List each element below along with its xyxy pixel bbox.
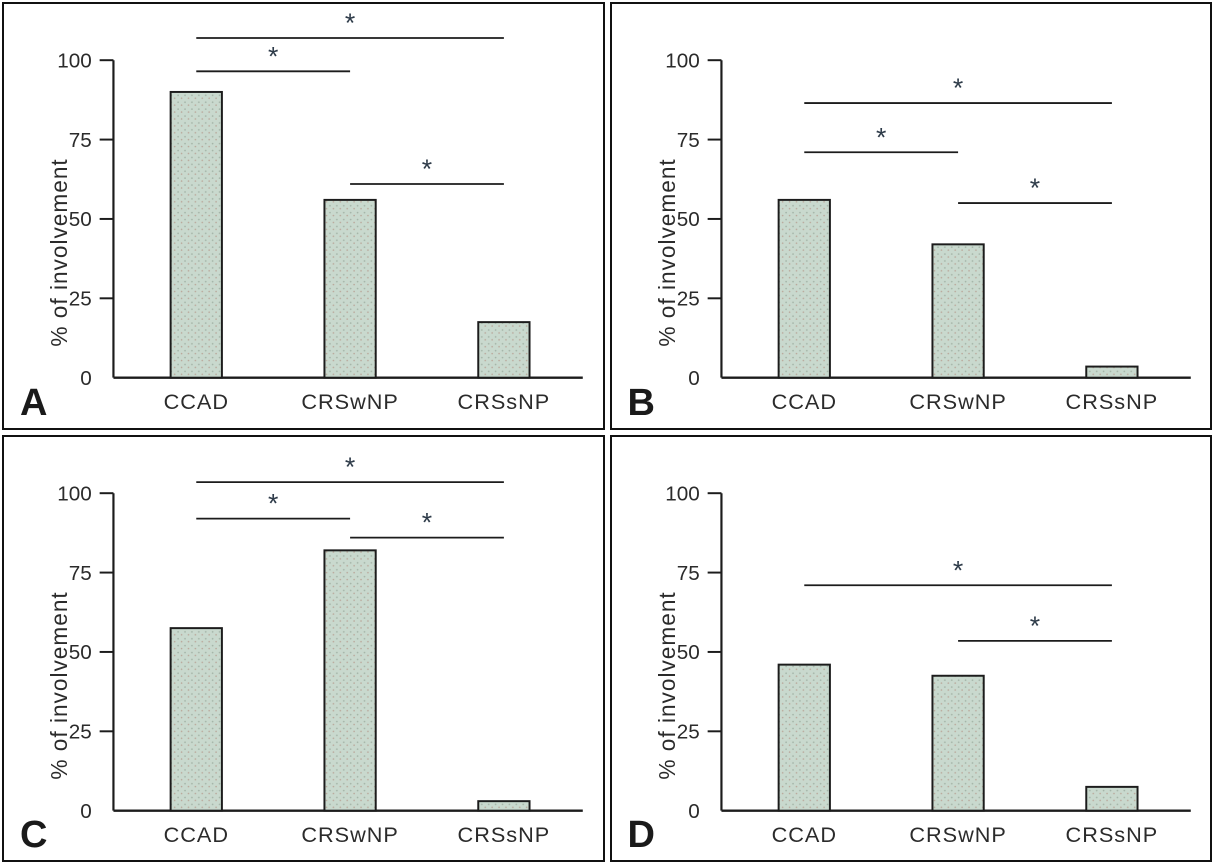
y-tick-label-100: 100 [665,49,700,72]
bar-ccad [169,626,223,812]
significance-marker: * [1029,610,1039,640]
panel-c: 0 25 50 75 100 % of involvement CCAD CRSwNP CRSs… [2,434,605,862]
bar-crswnp [930,243,985,379]
x-label-crssnp: CRSsNP [458,822,551,847]
bar-crssnp [477,321,531,379]
y-tick-label-75: 75 [676,129,699,152]
bar-crswnp [323,548,377,812]
y-tick-label-25: 25 [676,288,699,311]
x-label-crswnp: CRSwNP [301,822,399,847]
bar-crssnp [1084,365,1139,379]
y-tick-label-50: 50 [676,208,699,231]
x-label-crssnp: CRSsNP [1065,822,1158,847]
panel-a: 0 25 50 75 100 % of involvement CCAD CRSwNP CRSs… [2,2,605,430]
y-tick-label-100: 100 [665,482,700,505]
bar-crssnp [1084,785,1139,812]
chart-svg: 0 25 50 75 100 % of involvement CCAD CRSwNP CRSs… [654,49,1191,414]
panel-letter: D [627,814,656,856]
significance-marker: * [268,488,278,518]
x-label-crswnp: CRSwNP [301,389,399,414]
bar-chart-a: 0 25 50 75 100 % of involvement CCAD CRSwNP CRSs… [4,4,603,428]
y-tick-label-75: 75 [676,561,699,584]
y-tick-label-50: 50 [676,641,699,664]
panel-b: 0 25 50 75 100 % of involvement CCAD CRSwNP CRSs… [609,2,1212,430]
significance-marker: * [345,452,355,482]
panel-d: 0 25 50 75 100 % of involvement CCAD CRSwNP CRSs… [609,434,1212,862]
bar-chart-d: 0 25 50 75 100 % of involvement CCAD CRSwNP CRSs… [612,437,1211,861]
x-label-ccad: CCAD [771,822,836,847]
significance-marker: * [952,73,962,103]
x-label-ccad: CCAD [771,389,836,414]
y-tick-label-25: 25 [69,720,92,743]
bar-ccad [777,198,831,379]
y-tick-label-25: 25 [69,288,92,311]
bar-chart-b: 0 25 50 75 100 % of involvement CCAD CRSwNP CRSs… [612,4,1211,428]
x-label-crssnp: CRSsNP [458,389,551,414]
bar-crswnp [930,674,985,812]
significance-marker: * [875,122,885,152]
y-tick-label-0: 0 [688,367,700,390]
y-axis-title: % of involvement [46,158,72,346]
y-tick-label-50: 50 [69,208,92,231]
y-tick-label-0: 0 [80,799,92,822]
x-label-crswnp: CRSwNP [909,822,1007,847]
x-label-ccad: CCAD [164,822,229,847]
significance-marker: * [952,555,962,585]
panel-letter: C [20,814,49,856]
y-tick-label-100: 100 [57,482,92,505]
chart-svg: 0 25 50 75 100 % of involvement CCAD CRSwNP CRSs… [46,452,583,847]
bar-ccad [777,663,831,812]
y-tick-label-75: 75 [69,561,92,584]
y-tick-label-0: 0 [80,367,92,390]
y-tick-label-0: 0 [688,799,700,822]
y-tick-label-100: 100 [57,49,92,72]
panel-letter: A [20,381,49,424]
y-axis-title: % of involvement [46,591,72,779]
significance-marker: * [268,41,278,71]
y-axis-title: % of involvement [654,591,680,779]
x-label-ccad: CCAD [164,389,229,414]
bar-ccad [169,90,223,379]
bar-crssnp [477,799,531,812]
y-tick-label-50: 50 [69,641,92,664]
bar-chart-c: 0 25 50 75 100 % of involvement CCAD CRSwNP CRSs… [4,437,603,861]
significance-marker: * [422,154,432,184]
y-axis-title: % of involvement [654,158,680,346]
significance-marker: * [345,8,355,38]
significance-marker: * [1029,173,1039,203]
bar-crswnp [323,198,377,379]
y-tick-label-75: 75 [69,129,92,152]
panel-letter: B [627,381,656,424]
significance-marker: * [422,507,432,537]
chart-svg: 0 25 50 75 100 % of involvement CCAD CRSwNP CRSs… [46,8,583,414]
y-tick-label-25: 25 [676,720,699,743]
x-label-crssnp: CRSsNP [1065,389,1158,414]
x-label-crswnp: CRSwNP [909,389,1007,414]
chart-svg: 0 25 50 75 100 % of involvement CCAD CRSwNP CRSs… [654,482,1191,847]
